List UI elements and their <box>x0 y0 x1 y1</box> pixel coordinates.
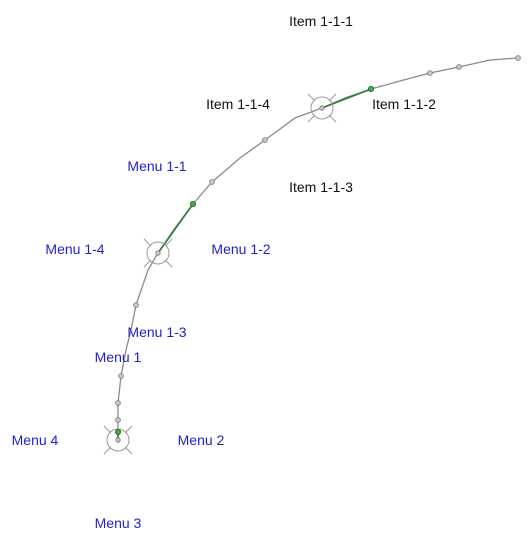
menu-2-option[interactable]: Menu 2 <box>177 432 225 448</box>
menu-hub-icon <box>307 93 337 123</box>
trail-node <box>115 417 121 423</box>
active-trail-segment <box>157 203 194 254</box>
trail-node <box>118 373 124 379</box>
menu-1-2-option[interactable]: Menu 1-2 <box>211 241 271 257</box>
menu-1-option[interactable]: Menu 1 <box>94 349 142 365</box>
trail-node <box>115 400 121 406</box>
menu-1-1-option[interactable]: Menu 1-1 <box>127 158 187 174</box>
active-trail-node <box>367 86 374 93</box>
trail-node <box>209 179 215 185</box>
item-1-1-4-option[interactable]: Item 1-1-4 <box>206 96 270 112</box>
item-1-1-1-option[interactable]: Item 1-1-1 <box>289 13 353 29</box>
trail-node <box>515 55 521 61</box>
active-trail-node <box>189 200 196 207</box>
trail-node <box>133 302 139 308</box>
menu-1-3-option[interactable]: Menu 1-3 <box>127 324 187 340</box>
menu-hub-icon <box>103 425 133 455</box>
menu-4-option[interactable]: Menu 4 <box>11 432 59 448</box>
active-trail-segment <box>321 88 372 109</box>
trail-node <box>262 137 268 143</box>
menu-1-4-option[interactable]: Menu 1-4 <box>45 241 105 257</box>
active-trail-node <box>115 428 122 435</box>
item-1-1-2-option[interactable]: Item 1-1-2 <box>372 96 436 112</box>
trail-node <box>427 70 433 76</box>
item-1-1-3-option[interactable]: Item 1-1-3 <box>289 179 353 195</box>
menu-hub-icon <box>143 238 173 268</box>
menu-3-option[interactable]: Menu 3 <box>94 515 142 531</box>
trail-node <box>456 64 462 70</box>
gesture-trail-path <box>117 57 519 440</box>
